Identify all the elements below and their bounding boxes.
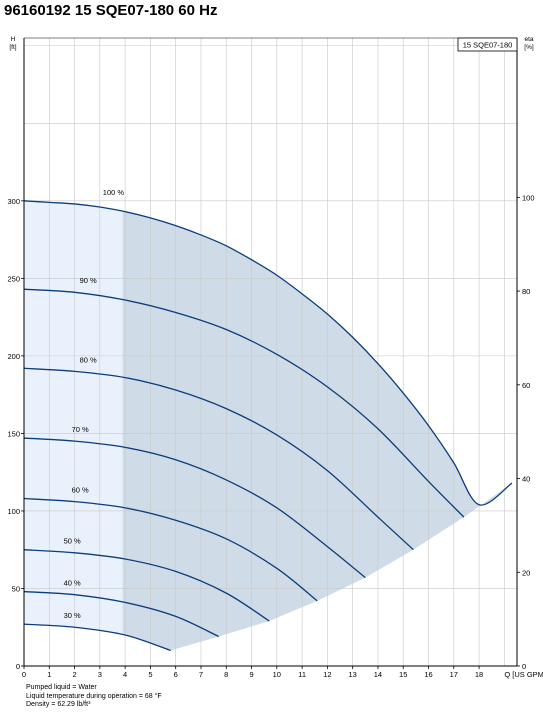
note-liquid-temperature: Liquid temperature during operation = 68… [26,692,162,700]
note-density: Density = 62.29 lb/ft³ [26,701,91,708]
x-tick-label: 9 [249,670,253,679]
x-tick-label: 7 [199,670,203,679]
series-label: 50 % [64,537,81,546]
operating-region [24,200,512,651]
x-tick-label: 4 [123,670,127,679]
x-tick-label: 3 [98,670,102,679]
series-label: 100 % [103,188,125,197]
series-label: 60 % [72,486,89,495]
y-tick-label-left: 200 [7,352,20,361]
x-tick-label: 11 [298,670,306,679]
dark-region [122,200,512,651]
legend-box [457,37,518,52]
x-tick-label: 8 [224,670,228,679]
x-tick-label: 18 [475,670,483,679]
y-tick-label-left: 300 [7,197,20,206]
y-tick-label-left: 50 [12,584,20,593]
x-tick-label: 14 [374,670,382,679]
curve-80-pct [24,367,414,551]
y-tick-label-right: 100 [522,193,535,202]
x-tick-label: 13 [348,670,356,679]
curve-100-pct [24,200,513,506]
curve-30-pct [24,623,171,652]
x-tick-label: 0 [22,670,26,679]
curve-90-pct [24,288,465,518]
series-label: 30 % [64,611,81,620]
y-tick-label-left: 100 [7,507,20,516]
y-axis-label-right: eta [524,36,533,43]
x-tick-label: 1 [47,670,51,679]
x-tick-label: 16 [424,670,432,679]
x-tick-label: 2 [72,670,76,679]
notes-block: Pumped liquid = Water Liquid temperature… [26,684,162,710]
y-axis-unit-right: [%] [524,44,534,51]
x-tick-label: 12 [323,670,331,679]
x-tick-label: 10 [273,670,281,679]
y-tick-label-right: 60 [522,381,530,390]
x-tick-label: 5 [148,670,152,679]
y-tick-label-right: 40 [522,475,530,484]
curve-50-pct [24,549,270,622]
x-tick-label: 6 [174,670,178,679]
y-tick-label-left: 150 [7,429,20,438]
y-axis-label-left: H [11,36,16,43]
y-tick-label-right: 20 [522,568,530,577]
note-pumped-liquid: Pumped liquid = Water [26,684,97,691]
series-label: 90 % [80,276,97,285]
y-tick-label-right: 0 [522,662,526,671]
curve-60-pct [24,497,318,602]
y-axis-unit-left: [ft] [9,44,16,51]
y-tick-label-left: 0 [16,662,20,671]
curve-40-pct [24,590,219,638]
x-tick-label: 15 [399,670,407,679]
x-axis-label: Q [US GPM] [504,670,543,679]
series-label: 70 % [72,425,89,434]
legend-label: 15 SQE07-180 [463,41,513,50]
y-tick-label-right: 80 [522,287,530,296]
series-label: 80 % [80,355,97,364]
series-label: 40 % [64,579,81,588]
curve-70-pct [24,437,366,579]
y-tick-label-left: 250 [7,274,20,283]
x-tick-label: 17 [450,670,458,679]
page-title: 96160192 15 SQE07-180 60 Hz [4,2,218,19]
light-region [24,200,123,651]
